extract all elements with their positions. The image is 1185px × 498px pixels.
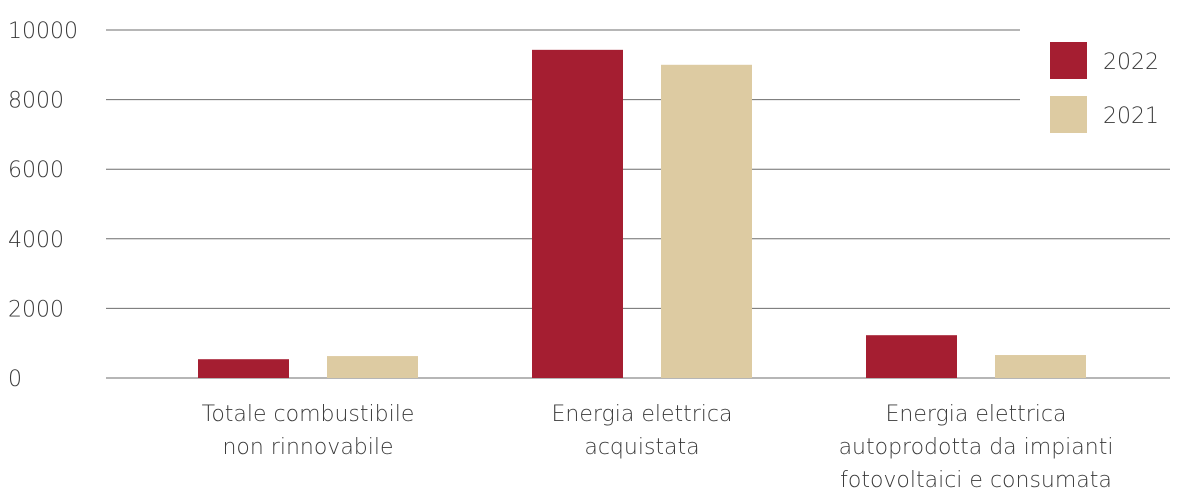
bar-2022-2 — [866, 335, 957, 378]
y-tick-label-6000: 6000 — [8, 158, 64, 183]
category-label-2-line-1: autoprodotta da impianti — [839, 435, 1114, 460]
legend-swatch-2022 — [1050, 42, 1087, 79]
bar-2021-1 — [661, 64, 752, 379]
legend-label-2022: 2022 — [1103, 50, 1159, 75]
y-tick-label-0: 0 — [8, 367, 22, 392]
y-tick-label-4000: 4000 — [8, 228, 64, 253]
bar-2021-0 — [327, 356, 418, 378]
bar-2022-1 — [532, 49, 623, 378]
y-axis-tick-labels: 0 2000 4000 6000 8000 10000 — [8, 19, 78, 392]
x-axis-category-labels: Totale combustibile non rinnovabile Energi… — [202, 402, 1114, 493]
y-tick-label-8000: 8000 — [8, 89, 64, 114]
category-label-0-line-1: non rinnovabile — [222, 435, 393, 460]
y-tick-label-10000: 10000 — [8, 19, 78, 44]
category-label-2-line-0: Energia elettrica — [886, 402, 1067, 427]
bar-2021-2 — [995, 355, 1086, 378]
y-tick-label-2000: 2000 — [8, 297, 64, 322]
bar-2022-0 — [198, 359, 289, 378]
category-label-1-line-0: Energia elettrica — [552, 402, 733, 427]
legend: 2022 2021 — [1050, 42, 1159, 133]
legend-swatch-2021 — [1050, 96, 1087, 133]
category-label-2-line-2: fotovoltaici e consumata — [840, 468, 1112, 493]
category-label-0-line-0: Totale combustibile — [202, 402, 415, 427]
category-label-1-line-1: acquistata — [584, 435, 699, 460]
bars — [198, 49, 1086, 379]
legend-label-2021: 2021 — [1103, 104, 1159, 129]
grid-layer — [106, 29, 1170, 379]
